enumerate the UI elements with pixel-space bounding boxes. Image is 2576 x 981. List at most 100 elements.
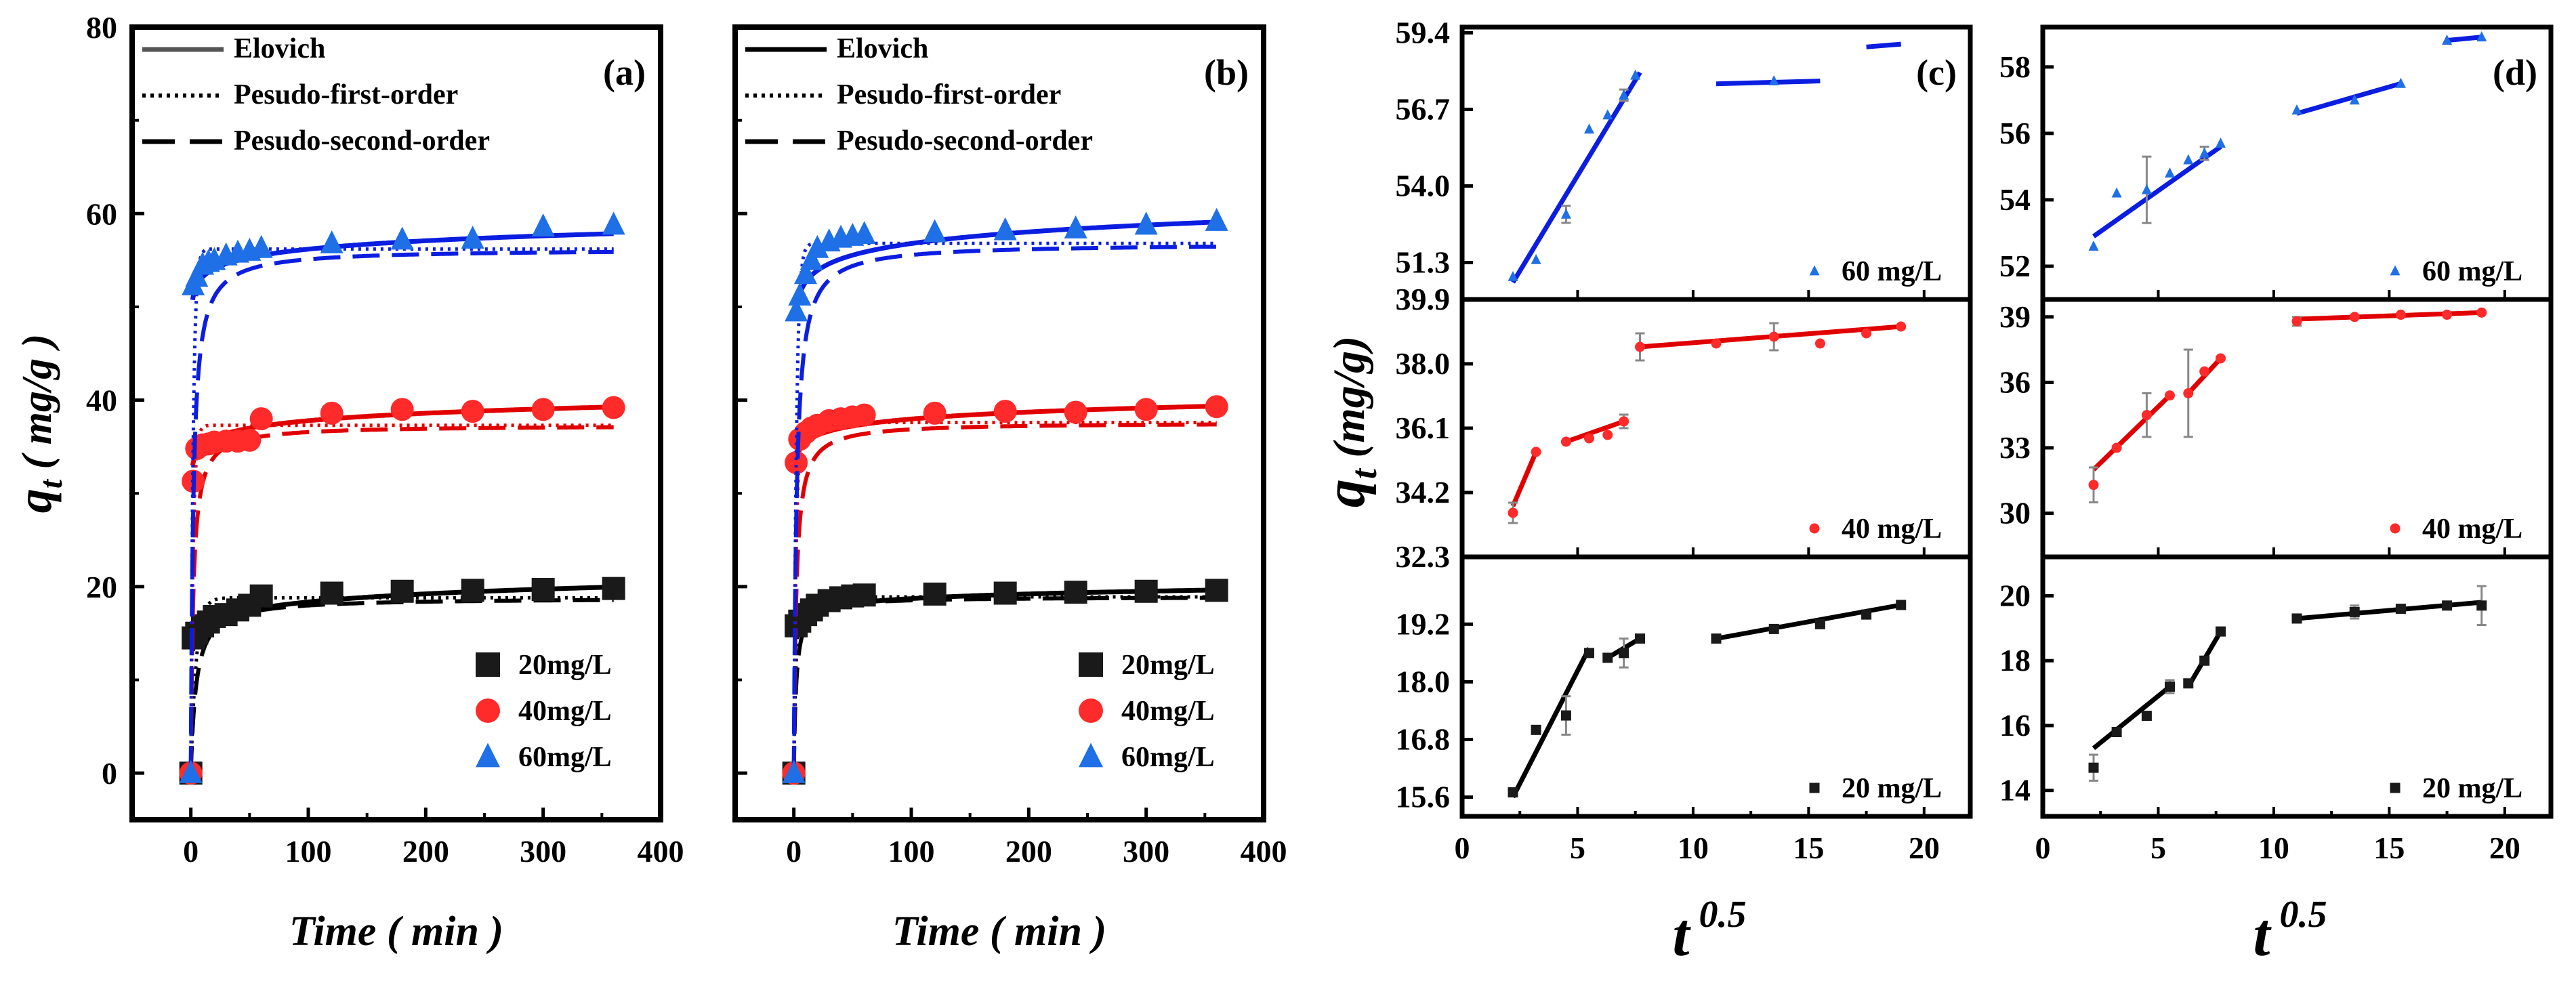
- x-tick-label: 0: [1455, 831, 1470, 865]
- data-point: [2141, 184, 2152, 194]
- legend-label: 60mg/L: [1121, 742, 1215, 773]
- data-point: [1205, 207, 1228, 231]
- data-point: [1508, 787, 1518, 798]
- legend-label: Elovich: [837, 33, 928, 64]
- data-point: [2476, 600, 2487, 611]
- data-point: [1711, 633, 1722, 644]
- subplot-40-mg/l: 32.3 34.2 36.1 38.0 39.9 40 mg/L: [1396, 282, 1973, 574]
- data-point: [852, 221, 876, 245]
- x-tick-label: 20: [1909, 831, 1940, 865]
- legend-marker: [1079, 698, 1103, 723]
- y-tick-label: 20: [1999, 578, 2031, 612]
- fit-segment: [2092, 394, 2172, 472]
- legend-marker: [2390, 782, 2401, 793]
- data-point: [249, 584, 273, 608]
- data-point: [1861, 609, 1872, 620]
- data-point: [2141, 410, 2152, 421]
- y-tick-label: 19.2: [1396, 606, 1451, 641]
- data-point: [2199, 366, 2210, 377]
- data-point: [320, 581, 344, 605]
- data-point: [249, 234, 273, 258]
- y-tick-label: 18: [1999, 643, 2031, 677]
- data-point: [2199, 147, 2210, 158]
- panel-c-chart: 51.354.056.759.460 mg/L32.334.236.138.03…: [1314, 15, 1973, 969]
- data-point: [461, 579, 484, 602]
- data-point: [2395, 604, 2406, 614]
- data-point: [1584, 648, 1594, 659]
- data-point: [1531, 724, 1541, 735]
- data-point: [1635, 633, 1645, 644]
- y-tick-label: 52: [1999, 249, 2031, 283]
- data-point: [788, 283, 812, 306]
- plot-frame: [732, 24, 1266, 822]
- x-tick-label: 15: [2373, 831, 2405, 865]
- y-tick-label: 80: [86, 10, 117, 45]
- legend-label: 40mg/L: [518, 696, 612, 727]
- x-axis-title: t 0.5: [1672, 894, 1746, 969]
- x-tick-label: 5: [2151, 831, 2166, 865]
- data-point: [923, 401, 947, 425]
- data-point: [2216, 353, 2226, 364]
- data-point: [923, 219, 947, 243]
- data-point: [185, 264, 209, 287]
- data-point: [2291, 613, 2302, 624]
- y-tick-label: 16.8: [1396, 722, 1451, 757]
- data-point: [602, 396, 625, 419]
- data-point: [1584, 123, 1594, 134]
- data-point: [923, 582, 947, 606]
- y-tick-label: 60: [86, 196, 117, 231]
- x-tick-label: 10: [1678, 831, 1709, 865]
- data-point: [2088, 762, 2099, 773]
- data-point: [390, 398, 414, 421]
- data-point: [179, 759, 203, 783]
- fit-segment: [2092, 144, 2222, 238]
- data-point: [1064, 400, 1087, 424]
- pseudo-second-order-curve: [188, 249, 614, 774]
- y-tick-label: 30: [1999, 496, 2031, 530]
- data-point: [852, 403, 876, 427]
- legend-label: 60mg/L: [518, 742, 612, 773]
- data-point: [2111, 442, 2122, 453]
- y-tick-label: 51.3: [1396, 245, 1451, 280]
- data-point: [2476, 31, 2487, 42]
- x-tick-label: 400: [638, 834, 684, 869]
- x-tick-label: 0: [2035, 831, 2051, 865]
- subplot-frame: [2040, 554, 2554, 819]
- data-point: [1896, 600, 1907, 610]
- x-tick-label: 200: [402, 834, 449, 869]
- data-point: [1531, 446, 1541, 457]
- legend-label: 20 mg/L: [2422, 773, 2522, 804]
- x-tick-label: 400: [1241, 834, 1287, 869]
- y-tick-label: 0: [102, 756, 117, 791]
- data-point: [2216, 626, 2226, 637]
- legend-label: Pesudo-second-order: [234, 125, 490, 156]
- panel-tag: (a): [603, 52, 646, 93]
- pseudo-first-order-curve: [189, 596, 614, 774]
- data-point: [1602, 109, 1613, 120]
- fit-segment: [2296, 81, 2402, 116]
- x-tick-label: 300: [1123, 834, 1169, 869]
- panel-tag: (d): [2493, 52, 2537, 93]
- x-tick-label: 5: [1570, 831, 1585, 865]
- legend-label: 40 mg/L: [1842, 514, 1942, 545]
- data-point: [2349, 606, 2360, 617]
- data-point: [2088, 241, 2099, 251]
- data-point: [2442, 35, 2453, 45]
- data-point: [1619, 648, 1629, 659]
- data-point: [1768, 331, 1779, 342]
- y-tick-label: 36.1: [1396, 411, 1451, 445]
- data-point: [1768, 75, 1779, 85]
- legend-label: Elovich: [234, 33, 325, 64]
- data-point: [2141, 711, 2152, 722]
- legend-label: 60 mg/L: [1842, 256, 1942, 287]
- data-point: [1584, 433, 1594, 444]
- data-point: [2349, 94, 2360, 105]
- data-point: [1205, 395, 1228, 419]
- data-point: [390, 226, 414, 250]
- fit-segment: [2092, 684, 2172, 751]
- y-tick-label: 39.9: [1396, 282, 1451, 316]
- data-point: [1064, 581, 1087, 604]
- subplot-20-mg/l: 15.6 16.8 18.0 19.2 20 mg/L: [1396, 554, 1973, 819]
- x-tick-label: 0: [183, 834, 199, 869]
